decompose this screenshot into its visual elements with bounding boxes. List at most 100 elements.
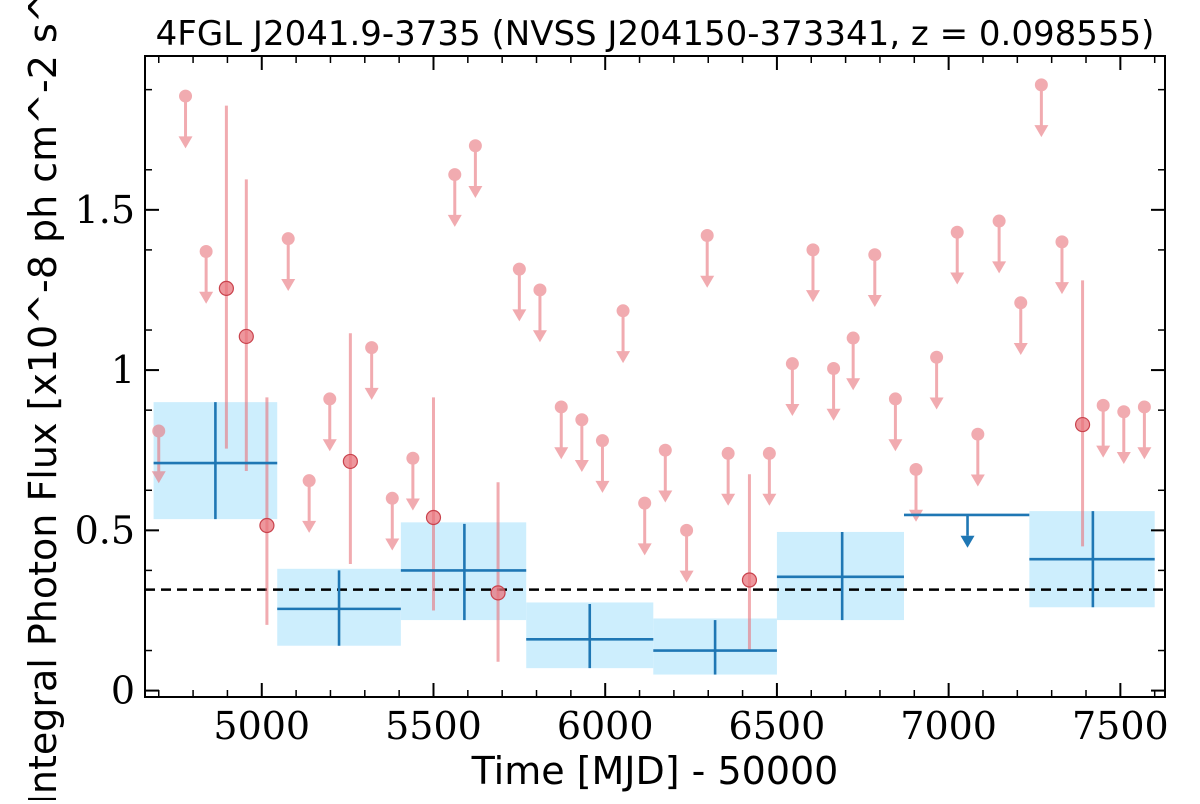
short-detection-marker	[238, 328, 254, 345]
short-upper-limit-32	[970, 427, 985, 487]
y-tick-label: 1	[111, 348, 135, 392]
short-upper-limit-arrowhead	[805, 290, 820, 303]
short-upper-limit-marker	[680, 523, 694, 537]
x-tick-label: 7000	[900, 704, 997, 748]
short-upper-limit-8	[405, 451, 420, 511]
short-detection-marker	[490, 585, 506, 601]
short-upper-limit-marker	[323, 392, 337, 406]
short-upper-limit-arrowhead	[762, 493, 777, 506]
short-upper-limit-marker	[992, 214, 1006, 228]
short-upper-limit-12	[532, 283, 547, 343]
short-upper-limit-marker	[762, 446, 776, 460]
short-upper-limit-19	[679, 523, 694, 583]
short-upper-limit-arrowhead	[721, 493, 736, 506]
short-upper-limit-arrowhead	[1034, 125, 1049, 138]
short-upper-limit-marker	[846, 331, 860, 345]
short-upper-limit-4	[302, 474, 317, 533]
short-upper-limit-9	[447, 168, 462, 227]
short-upper-limit-marker	[827, 361, 841, 375]
long-detection-6	[1029, 511, 1155, 608]
tick-labels: 5000 5500 6000 6500 7000 7500 0 0.5 1 1.5	[75, 188, 1169, 748]
x-tick-label: 7500	[1072, 704, 1169, 748]
short-upper-limit-arrowhead	[700, 275, 715, 288]
long-upper-limit-arrowhead	[960, 535, 975, 548]
short-upper-limit-arrowhead	[512, 309, 527, 322]
short-upper-limit-7	[385, 491, 400, 551]
short-upper-limit-marker	[785, 357, 799, 371]
short-upper-limit-arrowhead	[1054, 282, 1069, 295]
y-tick-label: 0	[111, 669, 135, 713]
short-upper-limit-3	[281, 232, 296, 291]
short-upper-limit-marker	[281, 232, 295, 246]
short-upper-limit-arrowhead	[1116, 452, 1131, 465]
short-detection-6	[741, 474, 758, 651]
short-detection-marker	[1074, 416, 1091, 433]
short-upper-limit-11	[512, 262, 527, 322]
short-upper-limit-20	[700, 228, 715, 288]
short-detection-7	[1074, 280, 1091, 547]
short-upper-limit-26	[846, 331, 861, 391]
chart-title: 4FGL J2041.9-3735 (NVSS J204150-373341, …	[156, 14, 1155, 54]
short-upper-limit-25	[826, 361, 841, 421]
short-upper-limit-marker	[930, 350, 944, 364]
long-detection-2	[400, 523, 527, 621]
x-tick-label: 5000	[213, 704, 310, 748]
short-upper-limit-1	[178, 89, 193, 149]
short-detection-3	[342, 333, 358, 564]
axes-frame	[144, 55, 1166, 698]
short-upper-limit-arrowhead	[826, 408, 841, 421]
short-upper-limit-marker	[868, 248, 882, 262]
short-upper-limit-marker	[152, 424, 166, 438]
x-axis-label: Time [MJD] - 50000	[471, 749, 839, 793]
short-upper-limit-marker	[1034, 78, 1048, 92]
short-upper-limit-arrowhead	[992, 261, 1007, 274]
short-upper-limit-arrowhead	[637, 543, 652, 556]
short-upper-limit-16	[616, 304, 631, 364]
short-upper-limit-arrowhead	[447, 214, 462, 227]
short-upper-limit-marker	[595, 434, 609, 448]
short-upper-limit-34	[1013, 296, 1028, 356]
short-upper-limit-38	[1116, 405, 1131, 465]
short-detection-4	[425, 397, 442, 611]
short-upper-limit-36	[1054, 235, 1069, 295]
long-detection-4	[653, 620, 777, 675]
long-bin-error-bands	[153, 402, 1155, 675]
short-upper-limit-arrowhead	[970, 474, 985, 487]
short-upper-limit-arrowhead	[929, 397, 944, 410]
short-detection-0	[218, 105, 234, 449]
short-upper-limit-13	[554, 400, 569, 460]
short-upper-limit-arrowhead	[322, 439, 337, 452]
short-upper-limit-marker	[406, 451, 420, 465]
short-detection-1	[238, 179, 254, 472]
short-detection-5	[490, 482, 506, 662]
short-upper-limit-arrowhead	[178, 136, 193, 149]
short-upper-limit-arrowhead	[385, 538, 400, 551]
short-detection-2	[259, 397, 275, 625]
short-upper-limit-marker	[721, 446, 735, 460]
short-upper-limit-marker	[575, 413, 589, 427]
short-upper-limit-0	[151, 424, 166, 484]
plot-frame	[144, 55, 1166, 698]
short-detection-marker	[425, 509, 442, 526]
short-upper-limit-marker	[365, 341, 379, 355]
short-upper-limit-arrowhead	[364, 387, 379, 400]
long-detection-0	[153, 402, 278, 520]
short-upper-limit-27	[867, 248, 882, 307]
short-upper-limit-arrowhead	[281, 278, 296, 291]
short-upper-limit-14	[574, 413, 589, 473]
short-upper-limit-marker	[638, 496, 652, 510]
short-upper-limit-2	[199, 245, 214, 304]
short-upper-limit-29	[909, 462, 924, 522]
short-upper-limit-23	[785, 357, 800, 416]
short-upper-limit-arrowhead	[616, 351, 631, 364]
short-upper-limit-arrowhead	[658, 490, 673, 503]
short-upper-limit-marker	[179, 89, 193, 103]
long-detection-5	[776, 531, 904, 621]
short-upper-limit-arrowhead	[1137, 447, 1152, 460]
short-upper-limit-marker	[806, 243, 820, 257]
short-upper-limit-5	[322, 392, 337, 452]
short-upper-limit-marker	[302, 474, 316, 488]
short-upper-limit-35	[1034, 78, 1049, 138]
short-upper-limit-marker	[385, 491, 399, 505]
